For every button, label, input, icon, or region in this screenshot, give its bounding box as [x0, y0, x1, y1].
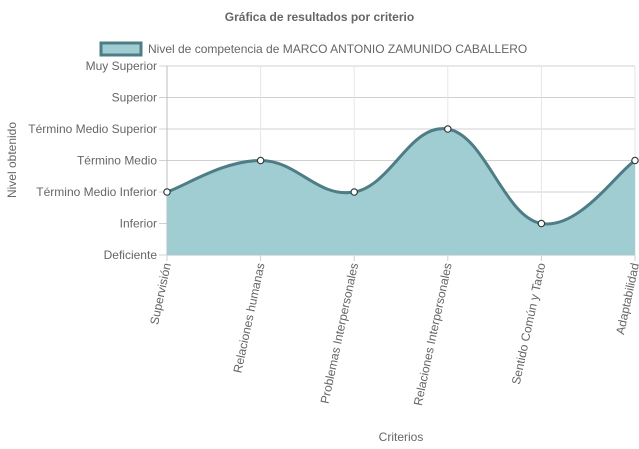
x-tick-label: Sentido Común y Tacto — [509, 261, 549, 385]
x-tick-label: Supervisión — [147, 262, 174, 326]
x-tick-label: Adaptabilidad — [613, 262, 639, 336]
data-point[interactable] — [443, 125, 452, 133]
x-tick-label: Relaciones humanas — [231, 262, 268, 375]
chart-title: Gráfica de resultados por criterio — [225, 10, 414, 24]
y-tick-label: Muy Superior — [86, 59, 157, 73]
data-point[interactable] — [537, 219, 546, 228]
series-line — [166, 127, 636, 226]
y-tick-label: Deficiente — [104, 248, 158, 262]
x-tick-label: Problemas Interpersonales — [318, 262, 362, 405]
data-points — [163, 125, 639, 228]
data-point[interactable] — [163, 188, 171, 196]
legend-swatch — [99, 41, 143, 57]
data-point[interactable] — [631, 156, 639, 165]
y-tick-label: Término Medio Inferior — [36, 185, 157, 199]
y-axis-label: Nivel obtenido — [5, 122, 19, 198]
legend-label: Nivel de competencia de MARCO ANTONIO ZA… — [148, 42, 527, 56]
y-tick-label: Término Medio — [77, 154, 157, 168]
y-axis-ticks: Deficiente Inferior Término Medio Inferior… — [28, 59, 157, 262]
x-tick-label: Relaciones Interpersonales — [411, 262, 455, 407]
x-axis-label: Criterios — [379, 430, 424, 444]
series-area — [166, 127, 636, 255]
y-tick-label: Término Medio Superior — [28, 122, 157, 136]
series-fill — [167, 128, 635, 255]
x-axis-ticks: Supervisión Relaciones humanas Problemas I… — [147, 261, 639, 406]
y-tick-label: Inferior — [120, 217, 157, 231]
data-point[interactable] — [350, 188, 359, 196]
y-tick-label: Superior — [112, 91, 157, 105]
legend[interactable]: Nivel de competencia de MARCO ANTONIO ZA… — [99, 41, 527, 57]
data-point[interactable] — [256, 156, 265, 165]
